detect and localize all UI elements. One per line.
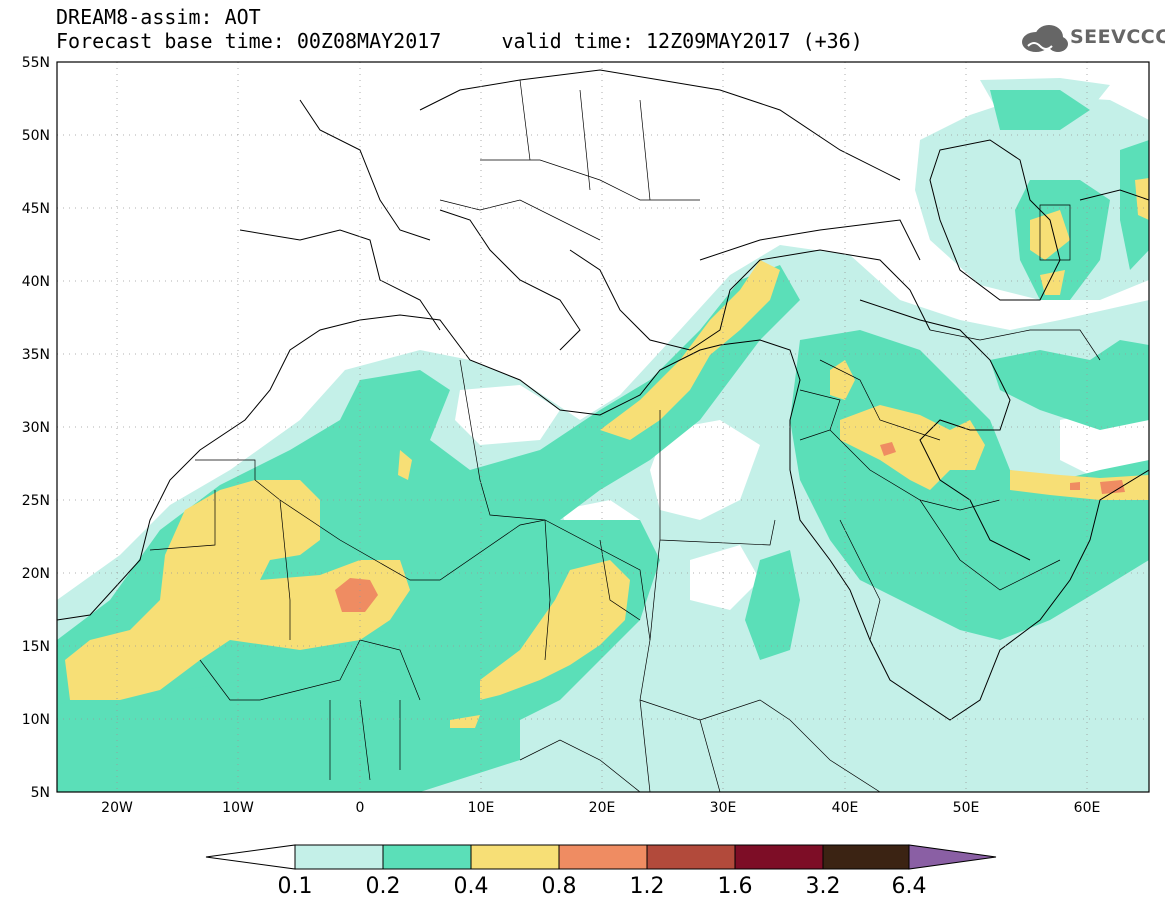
forecast-times: Forecast base time: 00Z08MAY2017 valid t… — [56, 29, 863, 53]
seevccc-logo: SEEVCCC — [1018, 22, 1165, 56]
legend-label: 6.4 — [892, 874, 927, 899]
aot-level-0.4 — [65, 178, 1149, 728]
coastlines — [57, 69, 1149, 721]
legend-swatch — [646, 844, 736, 870]
latitude-labels: 55N 50N 45N 40N 35N 30N 25N 20N 15N 10N … — [22, 55, 50, 801]
logo-text: SEEVCCC — [1070, 26, 1165, 48]
lon-label: 0 — [356, 800, 365, 816]
grid-lines — [57, 62, 1149, 792]
lat-label: 45N — [22, 201, 50, 217]
lat-label: 55N — [22, 55, 50, 71]
lat-label: 5N — [31, 785, 50, 801]
lon-label: 50E — [953, 800, 980, 816]
aot-level-0.8 — [335, 442, 1125, 612]
lon-label: 40E — [832, 800, 859, 816]
legend-swatch — [382, 844, 472, 870]
legend-labels: 0.1 0.2 0.4 0.8 1.2 1.6 3.2 6.4 — [278, 874, 927, 899]
lat-label: 10N — [22, 712, 50, 728]
legend-label: 1.6 — [718, 874, 753, 899]
lon-label: 10W — [222, 800, 254, 816]
cloud-icon — [1022, 25, 1068, 52]
lat-label: 25N — [22, 493, 50, 509]
country-borders — [149, 79, 1101, 792]
aot-shading — [57, 78, 1149, 792]
legend-label: 0.4 — [454, 874, 489, 899]
longitude-labels: 20W 10W 0 10E 20E 30E 40E 50E 60E — [101, 800, 1100, 816]
lon-label: 60E — [1074, 800, 1101, 816]
lat-label: 20N — [22, 566, 50, 582]
lon-label: 20W — [101, 800, 133, 816]
lat-label: 35N — [22, 347, 50, 363]
legend-label: 0.2 — [366, 874, 401, 899]
legend-label: 3.2 — [806, 874, 841, 899]
legend-swatch — [470, 844, 560, 870]
lat-label: 30N — [22, 420, 50, 436]
legend-swatch — [294, 844, 384, 870]
lon-label: 30E — [710, 800, 737, 816]
map-frame — [56, 61, 1150, 793]
lat-label: 15N — [22, 639, 50, 655]
legend-swatch — [734, 844, 824, 870]
lon-label: 20E — [589, 800, 616, 816]
legend-over-arrow — [908, 844, 997, 870]
legend-swatch — [822, 844, 910, 870]
legend-swatch — [558, 844, 648, 870]
legend-label: 0.1 — [278, 874, 313, 899]
legend-swatches — [205, 844, 997, 870]
lat-label: 50N — [22, 128, 50, 144]
lon-label: 10E — [468, 800, 495, 816]
aot-map: 55N 50N 45N 40N 35N 30N 25N 20N 15N 10N … — [22, 55, 1150, 816]
legend-under-arrow — [205, 844, 296, 870]
legend-label: 0.8 — [542, 874, 577, 899]
map-title: DREAM8-assim: AOT — [56, 5, 261, 29]
legend-label: 1.2 — [630, 874, 665, 899]
lat-label: 40N — [22, 274, 50, 290]
